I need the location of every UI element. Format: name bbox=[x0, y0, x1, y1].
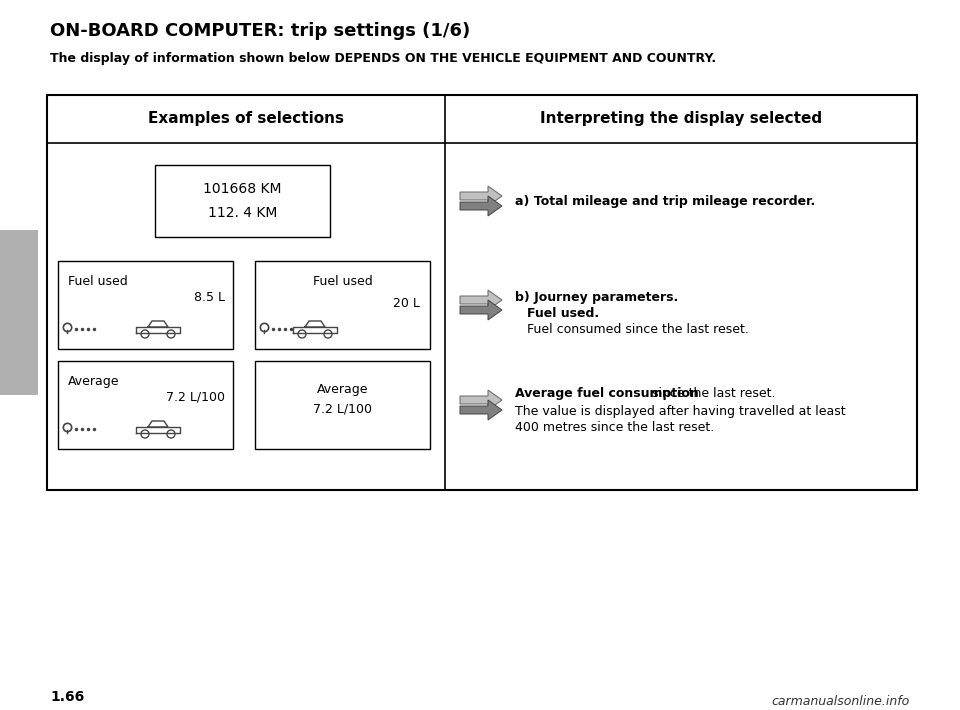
Bar bbox=[155, 165, 330, 237]
Bar bbox=[58, 361, 233, 449]
Text: Fuel used: Fuel used bbox=[313, 275, 372, 288]
Bar bbox=[0, 230, 38, 395]
Bar bbox=[47, 95, 917, 490]
Bar bbox=[255, 261, 430, 349]
Text: 101668 KM: 101668 KM bbox=[204, 182, 281, 196]
Text: carmanualsonline.info: carmanualsonline.info bbox=[772, 695, 910, 708]
Text: The value is displayed after having travelled at least: The value is displayed after having trav… bbox=[515, 405, 846, 418]
Text: 400 metres since the last reset.: 400 metres since the last reset. bbox=[515, 421, 714, 434]
FancyArrow shape bbox=[460, 290, 502, 310]
Text: Average: Average bbox=[68, 375, 119, 388]
Text: 1.66: 1.66 bbox=[50, 690, 84, 704]
Text: 7.2 L/100: 7.2 L/100 bbox=[313, 403, 372, 416]
Bar bbox=[58, 261, 233, 349]
Text: 8.5 L: 8.5 L bbox=[194, 291, 225, 304]
Text: 112. 4 KM: 112. 4 KM bbox=[207, 206, 277, 220]
Text: a) Total mileage and trip mileage recorder.: a) Total mileage and trip mileage record… bbox=[515, 195, 815, 207]
Bar bbox=[255, 361, 430, 449]
Text: Fuel consumed since the last reset.: Fuel consumed since the last reset. bbox=[527, 323, 749, 336]
FancyArrow shape bbox=[460, 186, 502, 206]
FancyArrow shape bbox=[460, 196, 502, 216]
Text: ON-BOARD COMPUTER: trip settings (1/6): ON-BOARD COMPUTER: trip settings (1/6) bbox=[50, 22, 470, 40]
Text: since the last reset.: since the last reset. bbox=[648, 387, 776, 400]
FancyArrow shape bbox=[460, 300, 502, 320]
Text: Examples of selections: Examples of selections bbox=[148, 111, 344, 126]
Text: Fuel used: Fuel used bbox=[68, 275, 128, 288]
FancyArrow shape bbox=[460, 390, 502, 410]
Text: b) Journey parameters.: b) Journey parameters. bbox=[515, 291, 679, 304]
FancyArrow shape bbox=[460, 400, 502, 420]
Text: 7.2 L/100: 7.2 L/100 bbox=[166, 391, 225, 404]
Text: Average: Average bbox=[317, 383, 369, 396]
Text: 20 L: 20 L bbox=[394, 297, 420, 310]
Text: Fuel used.: Fuel used. bbox=[527, 307, 599, 320]
Text: Interpreting the display selected: Interpreting the display selected bbox=[540, 111, 822, 126]
Text: The display of information shown below DEPENDS ON THE VEHICLE EQUIPMENT AND COUN: The display of information shown below D… bbox=[50, 52, 716, 65]
Text: Average fuel consumption: Average fuel consumption bbox=[515, 387, 699, 400]
